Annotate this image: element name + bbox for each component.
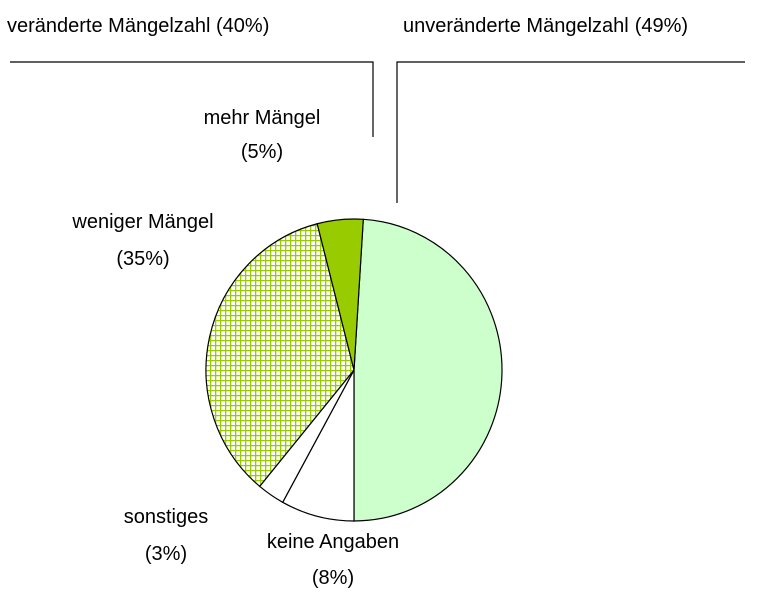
group-label: veränderte Mängelzahl (40%) [7, 15, 269, 37]
value-label: (49%) [635, 15, 688, 37]
category-label: unveränderte Mängelzahl [403, 15, 629, 37]
pie-slice [353, 218, 503, 522]
slice-label: keine Angaben [267, 531, 399, 553]
value-label: (5%) [241, 141, 283, 163]
pie-slice [316, 218, 364, 371]
value-label: (35%) [116, 248, 169, 270]
group-bracket [396, 61, 745, 203]
slice-label: mehr Mängel [204, 107, 321, 129]
slice-label: sonstiges [124, 506, 209, 528]
group-bracket [10, 61, 374, 137]
value-label: (3%) [145, 543, 187, 565]
pie-slice [205, 223, 355, 488]
value-label: (8%) [312, 567, 354, 589]
slice-label: weniger Mängel [71, 211, 213, 233]
group-label: unveränderte Mängelzahl (49%) [403, 15, 688, 37]
